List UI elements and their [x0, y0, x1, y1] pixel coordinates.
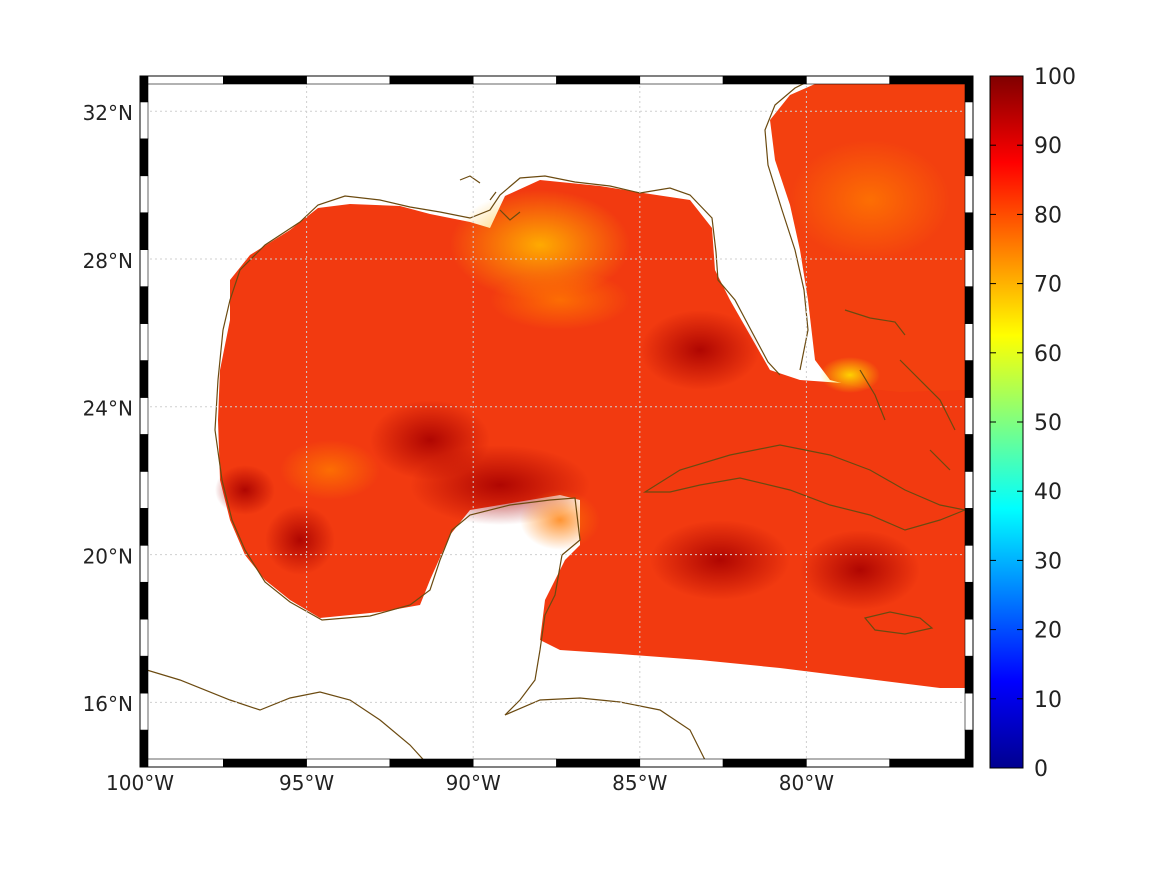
frame-segment-right	[964, 249, 974, 287]
longitude-tick-label: 90°W	[446, 771, 501, 795]
frame-segment-left	[139, 75, 149, 103]
cuba-coast	[642, 444, 968, 531]
colorbar-tick-label: 20	[1034, 619, 1062, 644]
frame-segment-top	[889, 75, 974, 85]
frame-segment-bottom	[139, 758, 224, 768]
frame-segment-left	[139, 101, 149, 140]
frame-segment-left	[139, 618, 149, 657]
colorbar-tick-label: 0	[1034, 757, 1048, 782]
frame-segment-bottom	[472, 758, 557, 768]
frame-segment-left	[139, 729, 149, 768]
frame-segment-right	[964, 75, 974, 103]
honduras-coast	[504, 697, 706, 761]
frame-segment-top	[139, 75, 224, 85]
frame-segment-left	[139, 508, 149, 546]
frame-segment-top	[223, 75, 307, 85]
frame-segment-left	[139, 360, 149, 398]
colorbar-tick-label: 50	[1034, 411, 1062, 436]
frame-segment-bottom	[806, 758, 891, 768]
frame-segment-left	[139, 544, 149, 583]
frame-segment-right	[964, 544, 974, 583]
frame-segment-bottom	[389, 758, 474, 768]
frame-segment-top	[556, 75, 641, 85]
latitude-tick-label: 20°N	[83, 544, 133, 568]
frame-border	[139, 75, 974, 768]
frame-segment-left	[139, 212, 149, 250]
map-frame	[139, 75, 974, 768]
frame-segment-left	[139, 323, 149, 361]
colorbar-tick-label: 80	[1034, 203, 1062, 228]
frame-segment-right	[964, 286, 974, 324]
frame-segment-right	[964, 729, 974, 768]
us-gulf-coast	[222, 175, 781, 376]
delta-detail	[459, 175, 521, 221]
map-area	[140, 76, 973, 767]
frame-segment-top	[472, 75, 557, 85]
frame-segment-left	[139, 249, 149, 287]
longitude-tick-label: 100°W	[106, 771, 174, 795]
latitude-labels: 32°N 28°N 24°N 20°N 16°N	[83, 101, 133, 716]
frame-segment-right	[964, 434, 974, 472]
longitude-tick-label: 95°W	[279, 771, 334, 795]
frame-segment-left	[139, 655, 149, 694]
frame-segment-top	[389, 75, 474, 85]
colorbar-tick-label: 60	[1034, 342, 1062, 367]
frame-segment-left	[139, 175, 149, 214]
frame-segment-bottom	[889, 758, 974, 768]
latitude-tick-label: 32°N	[83, 101, 133, 125]
sst-field	[215, 84, 965, 688]
latitude-tick-label: 28°N	[83, 249, 133, 273]
frame-segment-top	[306, 75, 391, 85]
frame-segment-left	[139, 434, 149, 472]
longitude-tick-label: 80°W	[779, 771, 834, 795]
frame-segment-left	[139, 138, 149, 177]
longitude-labels: 100°W 95°W 90°W 85°W 80°W	[106, 771, 834, 795]
gridlines	[140, 76, 973, 767]
frame-segment-bottom	[556, 758, 641, 768]
frame-segment-right	[964, 138, 974, 177]
frame-segment-top	[722, 75, 807, 85]
frame-segment-right	[964, 471, 974, 509]
central-america-coast	[140, 667, 431, 767]
colorbar-tick-label: 70	[1034, 273, 1062, 298]
frame-segment-top	[806, 75, 891, 85]
frame-segment-bottom	[306, 758, 391, 768]
frame-segment-right	[964, 692, 974, 731]
frame-segment-bottom	[722, 758, 807, 768]
frame-segment-bottom	[223, 758, 307, 768]
frame-segment-top	[639, 75, 724, 85]
frame-segment-right	[964, 508, 974, 546]
colorbar-tick-label: 30	[1034, 549, 1062, 574]
frame-segment-bottom	[639, 758, 724, 768]
latitude-tick-label: 16°N	[83, 692, 133, 716]
bahamas-islands	[844, 309, 956, 471]
frame-segment-right	[964, 397, 974, 435]
frame-segment-right	[964, 581, 974, 620]
frame-segment-right	[964, 212, 974, 250]
frame-segment-right	[964, 175, 974, 214]
frame-segment-right	[964, 655, 974, 694]
longitude-tick-label: 85°W	[612, 771, 667, 795]
frame-segment-right	[964, 618, 974, 657]
frame-segment-left	[139, 581, 149, 620]
colorbar-tick-label: 40	[1034, 480, 1062, 505]
mexico-coast	[214, 329, 581, 716]
frame-segment-right	[964, 101, 974, 140]
frame-segment-left	[139, 286, 149, 324]
frame-segment-left	[139, 692, 149, 731]
frame-segment-left	[139, 397, 149, 435]
latitude-tick-label: 24°N	[83, 397, 133, 421]
florida-east-coast	[764, 77, 816, 371]
frame-segment-right	[964, 360, 974, 398]
colorbar-tick-label: 10	[1034, 688, 1062, 713]
coastlines	[140, 77, 968, 767]
jamaica-coast	[863, 611, 934, 635]
colorbar-tick-label: 100	[1034, 65, 1076, 90]
colorbar-tick-label: 90	[1034, 134, 1062, 159]
frame-segment-right	[964, 323, 974, 361]
frame-segment-left	[139, 471, 149, 509]
